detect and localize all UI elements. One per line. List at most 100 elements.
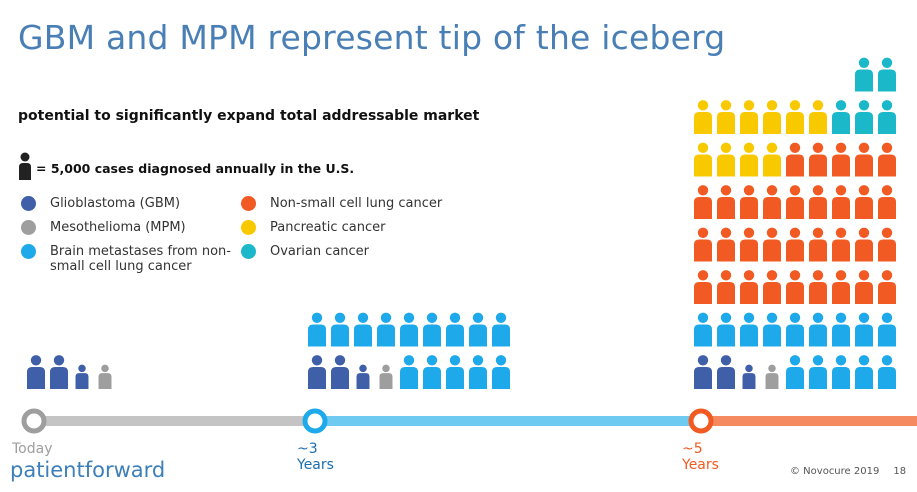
nsclc-person-icon: [809, 270, 827, 304]
nsclc-person-icon: [832, 185, 850, 219]
nsclc-person-icon: [832, 270, 850, 304]
timeline-label-today: Today: [12, 441, 53, 457]
mesothelioma-person-icon: [98, 364, 112, 389]
brain-metastases-person-icon: [423, 312, 441, 347]
brand-logo-text: patientforward: [10, 458, 166, 482]
slide-subtitle: potential to significantly expand total …: [18, 108, 480, 124]
page-number: 18: [893, 466, 907, 477]
brain-metastases-person-icon: [492, 312, 510, 347]
ovarian-person-icon: [855, 57, 873, 92]
slide-title: GBM and MPM represent tip of the iceberg: [18, 18, 726, 57]
legend-brain-metastases-label: Brain metastases from non-small cell lun…: [50, 244, 231, 274]
glioblastoma-person-icon: [308, 355, 326, 389]
brain-metastases-person-icon: [469, 355, 487, 389]
brain-metastases-person-icon: [492, 355, 510, 389]
brain-metastases-person-icon: [786, 312, 804, 347]
nsclc-person-icon: [763, 227, 781, 262]
timeline-marker-3-years: [302, 408, 328, 434]
pancreatic-person-icon: [740, 142, 758, 177]
brain-metastases-person-icon: [694, 312, 712, 347]
nsclc-person-icon: [832, 227, 850, 262]
nsclc-person-icon: [740, 185, 758, 219]
nsclc-person-icon: [809, 142, 827, 177]
pancreatic-person-icon: [763, 142, 781, 177]
track-segment-5-years: [701, 416, 917, 426]
nsclc-person-icon: [878, 185, 896, 219]
nsclc-person-icon: [740, 227, 758, 262]
ovarian-person-icon: [832, 100, 850, 134]
nsclc-person-icon: [878, 227, 896, 262]
people-group-3-years: [308, 312, 510, 389]
timeline-markers: [21, 408, 714, 434]
brain-metastases-person-icon: [308, 312, 326, 347]
nsclc-person-icon: [878, 270, 896, 304]
mesothelioma-person-icon: [379, 364, 393, 389]
nsclc-person-icon: [717, 270, 735, 304]
brain-metastases-person-icon: [878, 355, 896, 389]
brain-metastases-person-icon: [400, 355, 418, 389]
ovarian-person-icon: [878, 57, 896, 92]
timeline-track: [34, 416, 917, 426]
people-group-5-years: [694, 57, 896, 389]
legend-nsclc-swatch: [241, 196, 256, 211]
glioblastoma-person-icon: [27, 355, 45, 389]
brain-metastases-person-icon: [809, 312, 827, 347]
brain-metastases-person-icon: [832, 355, 850, 389]
copyright-text: © Novocure 2019: [790, 466, 880, 477]
brain-metastases-person-icon: [740, 312, 758, 347]
glioblastoma-person-icon: [694, 355, 712, 389]
nsclc-person-icon: [855, 185, 873, 219]
nsclc-person-icon: [855, 270, 873, 304]
pancreatic-person-icon: [740, 100, 758, 134]
legend-brain-metastases-swatch: [21, 244, 36, 259]
pancreatic-person-icon: [717, 100, 735, 134]
nsclc-person-icon: [809, 185, 827, 219]
brain-metastases-person-icon: [423, 355, 441, 389]
nsclc-person-icon: [763, 185, 781, 219]
brain-metastases-person-icon: [717, 312, 735, 347]
brain-metastases-person-icon: [855, 355, 873, 389]
legend-mpm-label: Mesothelioma (MPM): [50, 220, 186, 235]
pancreatic-person-icon: [717, 142, 735, 177]
legend-nsclc: Non-small cell lung cancer: [241, 196, 442, 211]
brain-metastases-person-icon: [354, 312, 372, 347]
nsclc-person-icon: [786, 227, 804, 262]
brain-metastases-person-icon: [832, 312, 850, 347]
legend-pancreatic: Pancreatic cancer: [241, 220, 385, 235]
unit-legend: = 5,000 cases diagnosed annually in the …: [18, 152, 354, 180]
brain-metastases-person-icon: [763, 312, 781, 347]
pancreatic-person-icon: [763, 100, 781, 134]
glioblastoma-person-icon: [356, 364, 370, 389]
brain-metastases-person-icon: [446, 312, 464, 347]
timeline-label-3-years: ~3 Years: [297, 441, 334, 473]
glioblastoma-person-icon: [717, 355, 735, 389]
nsclc-person-icon: [855, 227, 873, 262]
brain-metastases-person-icon: [446, 355, 464, 389]
timeline-label-5-years: ~5 Years: [682, 441, 719, 473]
brain-metastases-person-icon: [400, 312, 418, 347]
legend-mpm-swatch: [21, 220, 36, 235]
track-segment-today: [34, 416, 315, 426]
timeline-marker-today: [21, 408, 47, 434]
legend-gbm-label: Glioblastoma (GBM): [50, 196, 181, 211]
pancreatic-person-icon: [694, 142, 712, 177]
timeline-marker-5-years: [688, 408, 714, 434]
people-icon-grid: [27, 57, 896, 389]
brain-metastases-person-icon: [469, 312, 487, 347]
person-icon: [19, 152, 31, 180]
footer: © Novocure 2019 18: [790, 466, 906, 477]
legend-pancreatic-swatch: [241, 220, 256, 235]
ovarian-person-icon: [855, 100, 873, 134]
nsclc-person-icon: [832, 142, 850, 177]
unit-legend-label: = 5,000 cases diagnosed annually in the …: [36, 161, 355, 176]
glioblastoma-person-icon: [742, 364, 756, 389]
legend-ovarian: Ovarian cancer: [241, 244, 369, 259]
mesothelioma-person-icon: [765, 364, 779, 389]
people-group-today: [27, 355, 112, 389]
glioblastoma-person-icon: [50, 355, 68, 389]
nsclc-person-icon: [740, 270, 758, 304]
glioblastoma-person-icon: [75, 364, 89, 389]
legend-pancreatic-label: Pancreatic cancer: [270, 220, 386, 235]
brain-metastases-person-icon: [331, 312, 349, 347]
